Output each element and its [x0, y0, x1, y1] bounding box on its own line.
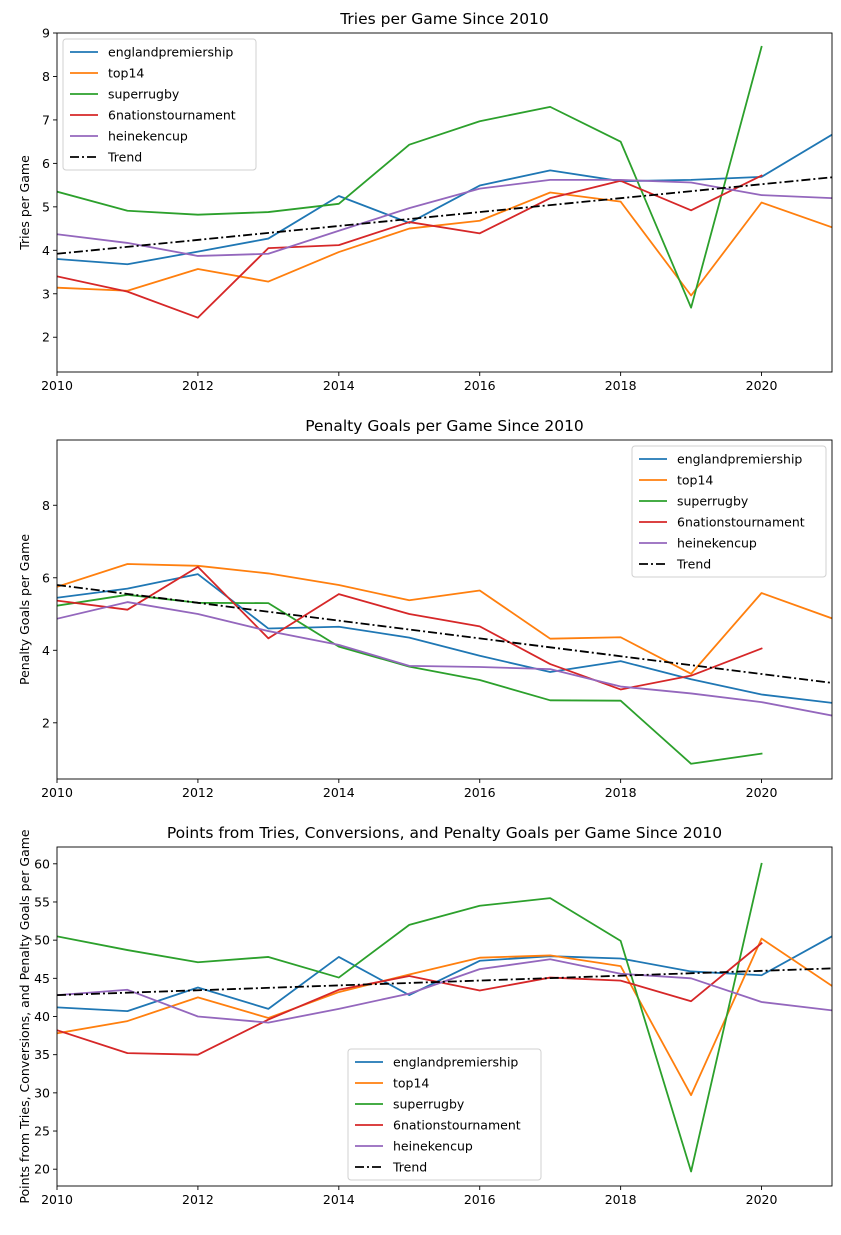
- y-tick-label: 8: [42, 498, 50, 513]
- trend-line: [57, 584, 832, 684]
- legend-label: heinekencup: [677, 536, 757, 551]
- y-tick-label: 2: [42, 330, 50, 345]
- y-tick-label: 60: [34, 856, 50, 871]
- legend-box: [631, 445, 827, 578]
- y-tick-label: 40: [34, 1009, 50, 1024]
- y-tick-label: 25: [34, 1124, 50, 1139]
- x-tick-label: 2012: [182, 378, 214, 393]
- chart-panel: Penalty Goals per Game Since 2010 Penalty…: [17, 417, 833, 800]
- legend-label: superrugby: [393, 1097, 465, 1112]
- x-tick-label: 2018: [605, 1192, 637, 1207]
- chart-title: Penalty Goals per Game Since 2010: [305, 417, 584, 435]
- series-line-heinekencup: [57, 179, 832, 257]
- y-axis-label: Tries per Game: [17, 155, 32, 251]
- legend-label: 6nationstournament: [677, 515, 805, 530]
- x-tick-label: 2010: [41, 785, 73, 800]
- y-tick-label: 2: [42, 715, 50, 730]
- legend-label: heinekencup: [393, 1139, 473, 1154]
- y-tick-label: 45: [34, 971, 50, 986]
- y-tick-label: 55: [34, 894, 50, 909]
- y-tick-label: 9: [42, 26, 50, 41]
- series-line-heinekencup: [57, 958, 832, 1024]
- y-tick-label: 5: [42, 199, 50, 214]
- y-tick-label: 20: [34, 1162, 50, 1177]
- x-tick-label: 2010: [41, 1192, 73, 1207]
- trend-line: [57, 967, 832, 997]
- x-tick-label: 2016: [464, 1192, 496, 1207]
- legend-label: 6nationstournament: [393, 1118, 521, 1133]
- series-line-top14: [57, 191, 832, 297]
- x-tick-label: 2014: [323, 785, 355, 800]
- y-tick-label: 4: [42, 243, 50, 258]
- legend-label: Trend: [107, 150, 142, 165]
- x-tick-label: 2012: [182, 785, 214, 800]
- chart-title: Tries per Game Since 2010: [339, 10, 549, 28]
- trend-line: [57, 176, 832, 255]
- legend-label: top14: [677, 473, 713, 488]
- x-tick-label: 2018: [605, 378, 637, 393]
- legend-box: [62, 38, 257, 171]
- series-line-superrugby: [57, 45, 763, 309]
- x-tick-label: 2020: [746, 378, 778, 393]
- x-tick-label: 2012: [182, 1192, 214, 1207]
- legend-label: heinekencup: [108, 129, 188, 144]
- chart-panel: Points from Tries, Conversions, and Pena…: [17, 824, 833, 1207]
- series-group: [57, 862, 832, 1173]
- legend-label: superrugby: [108, 87, 180, 102]
- x-tick-label: 2014: [323, 378, 355, 393]
- legend-label: englandpremiership: [677, 452, 802, 467]
- series-line-superrugby: [57, 862, 763, 1173]
- legend: englandpremiership top14 superrugby 6nation…: [347, 1048, 542, 1181]
- legend-label: englandpremiership: [393, 1055, 518, 1070]
- series-line-6nationstournament: [57, 174, 763, 319]
- legend: englandpremiership top14 superrugby 6nation…: [631, 445, 827, 578]
- series-line-top14: [57, 937, 832, 1097]
- series-line-6nationstournament: [57, 941, 763, 1056]
- series-line-superrugby: [57, 593, 763, 765]
- y-axis-label: Points from Tries, Conversions, and Pena…: [17, 829, 32, 1203]
- x-tick-label: 2020: [746, 1192, 778, 1207]
- y-axis-label: Penalty Goals per Game: [17, 534, 32, 685]
- series-group: [57, 45, 832, 319]
- axes-frame: [56, 846, 833, 1187]
- series-line-heinekencup: [57, 601, 832, 717]
- series-line-englandpremiership: [57, 573, 832, 704]
- legend-label: englandpremiership: [108, 45, 233, 60]
- y-tick-label: 50: [34, 933, 50, 948]
- y-tick-label: 35: [34, 1047, 50, 1062]
- series-line-6nationstournament: [57, 566, 763, 691]
- legend-label: Trend: [392, 1160, 427, 1175]
- x-tick-label: 2016: [464, 785, 496, 800]
- y-tick-label: 30: [34, 1085, 50, 1100]
- legend-label: superrugby: [677, 494, 749, 509]
- x-tick-label: 2020: [746, 785, 778, 800]
- series-line-top14: [57, 563, 832, 675]
- axes-frame: [56, 439, 833, 780]
- chart-panel: Tries per Game Since 2010 Tries per Game 2…: [17, 10, 833, 393]
- axes-frame: [56, 32, 833, 373]
- legend: englandpremiership top14 superrugby 6nation…: [62, 38, 257, 171]
- y-tick-label: 8: [42, 69, 50, 84]
- legend-label: top14: [108, 66, 144, 81]
- x-tick-label: 2010: [41, 378, 73, 393]
- x-tick-label: 2016: [464, 378, 496, 393]
- chart-title: Points from Tries, Conversions, and Pena…: [167, 824, 722, 842]
- y-tick-label: 4: [42, 643, 50, 658]
- x-tick-label: 2018: [605, 785, 637, 800]
- legend-label: Trend: [676, 557, 711, 572]
- y-tick-label: 7: [42, 112, 50, 127]
- legend-label: top14: [393, 1076, 429, 1091]
- y-tick-label: 6: [42, 570, 50, 585]
- x-tick-label: 2014: [323, 1192, 355, 1207]
- y-tick-label: 3: [42, 286, 50, 301]
- y-tick-label: 6: [42, 156, 50, 171]
- series-line-englandpremiership: [57, 935, 832, 1013]
- legend-label: 6nationstournament: [108, 108, 236, 123]
- series-group: [57, 563, 832, 765]
- legend-box: [347, 1048, 542, 1181]
